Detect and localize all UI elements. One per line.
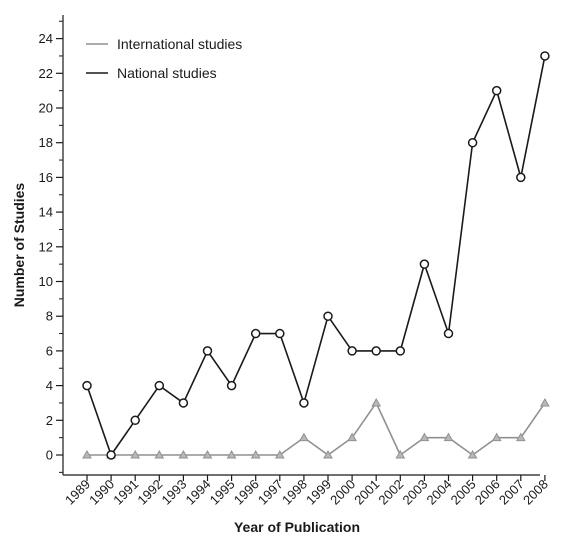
x-tick-label: 1991 <box>110 477 141 508</box>
data-point-national-studies <box>467 137 478 148</box>
legend: International studies National studies <box>86 36 242 81</box>
data-point-national-studies <box>347 346 357 356</box>
y-tick-label: 0 <box>46 448 53 463</box>
data-point-international-studies <box>371 397 382 407</box>
x-tick-label: 1995 <box>207 477 238 508</box>
data-point-national-studies <box>130 415 140 426</box>
y-tick-label: 22 <box>39 66 53 81</box>
series-line-international-studies <box>87 402 546 456</box>
data-point-national-studies <box>178 398 189 408</box>
y-tick-label: 20 <box>39 101 53 116</box>
data-point-national-studies <box>419 259 430 269</box>
y-tick-label: 18 <box>39 135 53 150</box>
data-point-international-studies <box>178 449 189 459</box>
data-point-international-studies <box>540 397 550 407</box>
data-point-international-studies <box>515 432 526 442</box>
y-tick-label: 16 <box>39 170 53 185</box>
series-line-national-studies <box>86 55 546 456</box>
x-tick-label: 2004 <box>424 477 455 508</box>
data-point-international-studies <box>226 449 237 459</box>
x-tick-label: 1989 <box>62 477 93 508</box>
data-point-international-studies <box>130 449 141 459</box>
x-tick-label: 2003 <box>399 477 430 508</box>
data-point-national-studies <box>82 380 92 391</box>
x-tick-label: 2001 <box>351 477 382 508</box>
x-tick-label: 2000 <box>327 477 358 508</box>
data-point-national-studies <box>371 346 381 356</box>
data-point-international-studies <box>299 432 309 442</box>
plot-area <box>82 51 550 460</box>
data-point-international-studies <box>467 449 478 459</box>
y-tick-label: 2 <box>46 413 53 428</box>
x-tick-label: 2002 <box>375 477 406 508</box>
x-tick-label: 2006 <box>472 477 503 508</box>
data-point-national-studies <box>540 51 550 61</box>
x-tick-label: 1994 <box>183 477 214 508</box>
data-point-national-studies <box>106 450 116 460</box>
x-tick-label: 1999 <box>303 477 334 508</box>
x-tick-label: 1996 <box>231 477 262 508</box>
data-point-national-studies <box>299 398 309 408</box>
data-point-international-studies <box>202 449 213 459</box>
x-tick-label: 1993 <box>158 477 189 508</box>
data-point-international-studies <box>443 432 454 442</box>
data-point-international-studies <box>395 449 406 459</box>
data-point-international-studies <box>419 432 430 442</box>
y-tick-label: 6 <box>46 343 53 358</box>
y-tick-label: 14 <box>39 205 53 220</box>
x-tick-label: 1997 <box>255 477 286 508</box>
data-point-international-studies <box>250 449 261 459</box>
y-tick-label: 4 <box>46 378 53 393</box>
data-point-international-studies <box>347 432 357 442</box>
x-axis: 1989199019911992199319941995199619971998… <box>62 474 551 508</box>
y-tick-label: 12 <box>39 239 53 254</box>
x-axis-title: Year of Publication <box>234 519 360 535</box>
legend-label-international: International studies <box>117 36 242 52</box>
data-point-national-studies <box>395 346 406 356</box>
data-point-international-studies <box>274 449 285 459</box>
data-point-national-studies <box>275 328 285 339</box>
data-point-international-studies <box>323 449 333 459</box>
y-tick-label: 24 <box>39 31 53 46</box>
x-tick-label: 1992 <box>134 477 165 508</box>
x-ticks: 1989199019911992199319941995199619971998… <box>62 475 551 508</box>
data-point-national-studies <box>154 380 165 391</box>
data-point-national-studies <box>250 328 261 339</box>
data-point-national-studies <box>202 346 213 356</box>
data-point-national-studies <box>491 85 502 96</box>
data-point-national-studies <box>516 172 526 183</box>
data-point-international-studies <box>82 449 92 459</box>
x-tick-label: 2008 <box>520 477 551 508</box>
x-tick-label: 1998 <box>279 477 310 508</box>
y-tick-label: 10 <box>39 274 53 289</box>
legend-label-national: National studies <box>117 65 217 81</box>
data-point-international-studies <box>491 432 502 442</box>
x-tick-label: 1990 <box>86 477 117 508</box>
data-point-national-studies <box>443 328 454 339</box>
data-point-national-studies <box>226 380 237 391</box>
data-point-international-studies <box>154 449 165 459</box>
x-tick-label: 2007 <box>496 477 527 508</box>
y-axis-title: Number of Studies <box>11 183 27 308</box>
data-point-national-studies <box>323 311 333 321</box>
x-tick-label: 2005 <box>448 477 479 508</box>
y-tick-label: 8 <box>46 309 53 324</box>
